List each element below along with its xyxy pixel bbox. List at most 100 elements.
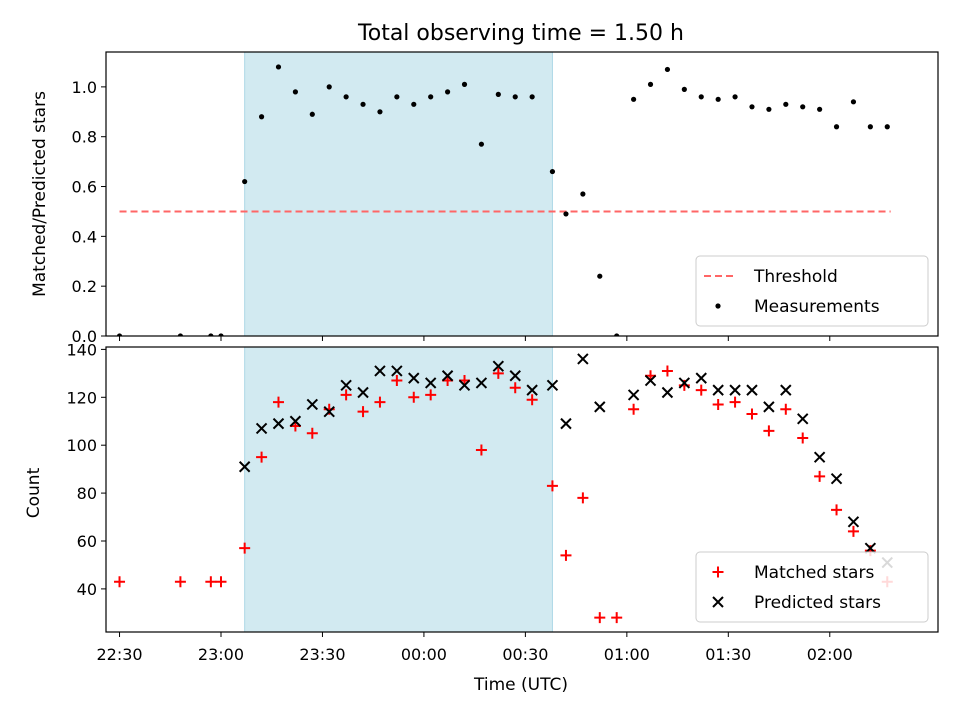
predicted-star-point (577, 353, 589, 365)
matched-star-point (847, 525, 859, 537)
top-y-axis-label: Matched/Predicted stars (30, 91, 50, 297)
measurement-point (817, 106, 823, 112)
predicted-star-point (255, 422, 268, 435)
chart-title: Total observing time = 1.50 h (357, 21, 684, 46)
predicted-star-point (374, 365, 386, 377)
measurement-point (428, 94, 434, 100)
predicted-star-point (627, 389, 640, 401)
predicted-star-point (847, 516, 860, 528)
y-tick-label: 60 (77, 532, 97, 551)
x-axis-label: Time (UTC) (473, 675, 568, 695)
predicted-star-point (458, 379, 471, 392)
predicted-star-point (391, 365, 403, 377)
measurement-point (343, 94, 349, 100)
measurement-point (867, 124, 873, 130)
legend: Threshold Measurements (695, 255, 929, 327)
y-tick-label: 40 (77, 580, 97, 599)
legend-label: Measurements (754, 297, 880, 317)
measurement-point (698, 94, 704, 100)
measurement-point (411, 101, 417, 107)
measurement-point (664, 66, 671, 73)
measurement-point (597, 273, 603, 279)
x-tick-label: 00:30 (502, 645, 548, 664)
measurement-point (715, 96, 721, 102)
measurement-point (461, 81, 468, 87)
measurement-point (218, 333, 224, 336)
measurement-point (749, 104, 755, 110)
measurement-point (495, 91, 501, 97)
matched-star-point (174, 576, 186, 588)
measurement-point (833, 124, 840, 130)
predicted-star-point (357, 386, 369, 399)
matched-star-point (729, 396, 741, 408)
y-tick-label: 0.8 (72, 128, 97, 147)
predicted-star-point (546, 379, 559, 392)
measurement-point (549, 168, 556, 175)
matched-star-point (239, 542, 251, 554)
predicted-star-point (594, 401, 606, 413)
y-tick-label: 0.2 (72, 277, 97, 296)
measurement-point (292, 89, 298, 95)
measurement-point (116, 333, 123, 336)
x-tick-label: 23:00 (198, 645, 244, 664)
x-tick-label: 02:00 (807, 645, 853, 664)
predicted-star-point (678, 377, 691, 389)
measurement-point (512, 94, 518, 100)
matched-star-point (695, 384, 707, 396)
matched-star-point (408, 391, 420, 403)
matched-star-point (628, 403, 640, 415)
predicted-star-point (238, 461, 251, 473)
predicted-star-point (272, 417, 285, 430)
matched-star-point (712, 398, 724, 410)
measurement-point (326, 84, 332, 90)
predicted-star-point (526, 384, 538, 396)
measurement-point (478, 141, 485, 147)
matched-star-point (306, 427, 318, 439)
y-tick-label: 1.0 (72, 78, 97, 97)
matched-star-point (425, 389, 437, 401)
matched-star-point (526, 394, 538, 406)
measurement-point (850, 99, 857, 105)
legend-label: Predicted stars (754, 593, 881, 613)
matched-star-point (661, 365, 673, 377)
measurement-point (800, 104, 806, 110)
legend: Matched stars Predicted stars (695, 551, 929, 623)
matched-star-point (611, 612, 623, 624)
measurement-point (631, 96, 637, 102)
predicted-star-point (830, 473, 843, 485)
measurement-point (377, 109, 383, 115)
observing-window-shade (244, 346, 553, 633)
predicted-star-point (408, 372, 420, 384)
measurement-point (275, 64, 282, 70)
matched-star-point (256, 451, 268, 463)
matched-star-point (780, 403, 792, 415)
predicted-star-point (560, 417, 572, 430)
legend-label: Threshold (753, 267, 838, 287)
measurement-point (242, 178, 248, 185)
observing-window-shade (244, 51, 553, 337)
measurement-point (580, 191, 586, 197)
predicted-star-point (509, 370, 521, 382)
legend-predicted-swatch (712, 596, 724, 608)
y-tick-label: 120 (66, 388, 97, 407)
measurement-point (208, 333, 214, 336)
measurement-point (394, 94, 400, 100)
predicted-star-point (340, 379, 352, 392)
measurement-point (529, 94, 535, 100)
predicted-star-point (644, 374, 657, 387)
bottom-y-axis-label: Count (24, 467, 44, 518)
y-tick-label: 0.0 (72, 327, 97, 346)
matched-star-point (357, 406, 369, 418)
y-tick-label: 0.4 (72, 227, 97, 246)
x-tick-label: 00:00 (401, 645, 447, 664)
predicted-star-point (712, 384, 724, 396)
measurement-point (681, 86, 687, 92)
measurement-point (177, 333, 184, 336)
predicted-star-point (475, 377, 488, 389)
matched-star-point (272, 396, 284, 408)
x-tick-label: 22:30 (96, 645, 142, 664)
y-tick-label: 80 (77, 484, 97, 503)
legend-measurement-swatch (715, 303, 721, 309)
x-tick-label: 01:30 (705, 645, 751, 664)
